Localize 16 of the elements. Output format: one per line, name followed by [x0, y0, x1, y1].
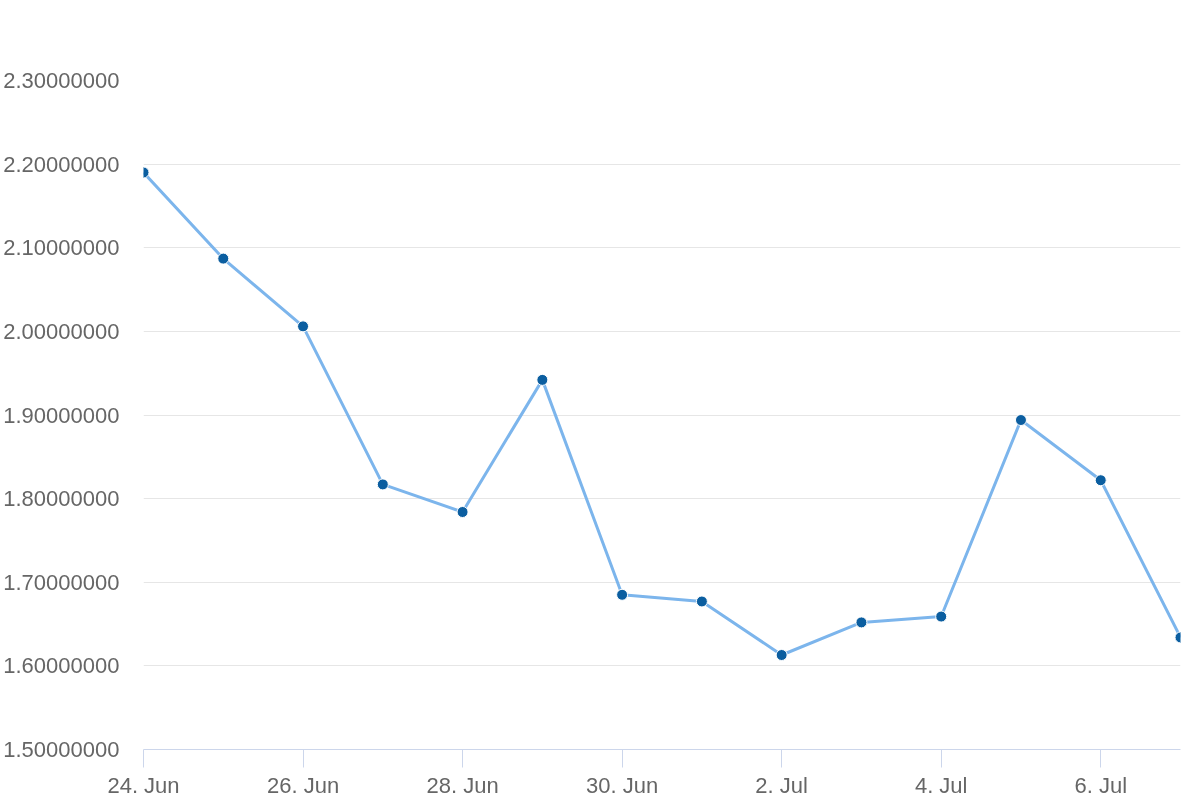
- y-tick-label: 1.50000000: [3, 737, 120, 762]
- x-tick-label: 6. Jul: [1074, 772, 1128, 798]
- y-tick-label: 1.70000000: [3, 569, 120, 595]
- y-tick-label: 1.80000000: [3, 486, 120, 512]
- x-tick-label: 26. Jun: [266, 772, 340, 798]
- y-tick-label: 1.90000000: [3, 402, 120, 428]
- y-tick-label: 2.10000000: [3, 235, 120, 261]
- x-tick-label: 2. Jul: [755, 772, 808, 798]
- y-tick-label: 2.20000000: [3, 151, 120, 177]
- y-tick-label: 1.60000000: [3, 653, 120, 679]
- y-tick-label: 2.30000000: [3, 68, 120, 93]
- x-tick-label: 4. Jul: [914, 772, 968, 798]
- x-tick-label: 28. Jun: [426, 772, 499, 798]
- y-tick-label: 2.00000000: [3, 318, 120, 344]
- x-tick-label: 24. Jun: [107, 772, 180, 798]
- x-tick-label: 30. Jun: [586, 772, 659, 798]
